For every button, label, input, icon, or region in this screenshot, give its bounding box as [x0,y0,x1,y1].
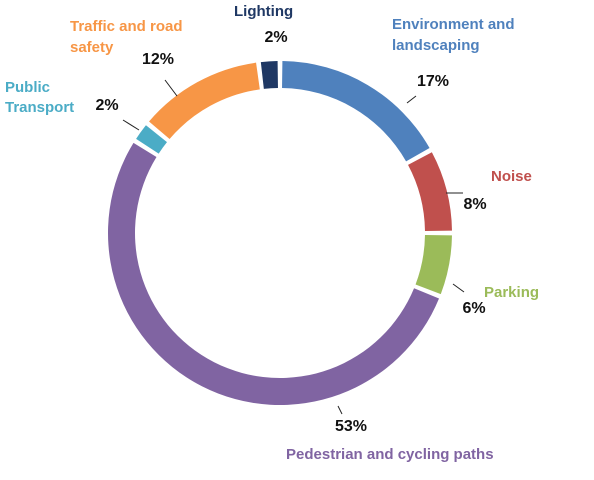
slice-parking [415,235,452,295]
slice-lighting [260,61,278,89]
leader-line [452,283,465,293]
slice-noise [408,152,452,231]
data-labels: Environment and landscaping 17% Noise 8% Park… [5,3,539,463]
slice-public-transport [136,125,167,154]
category-label: Noise [491,168,532,185]
slice-traffic-and-road-safety [149,62,260,140]
percent-label: 6% [462,300,485,317]
percent-label: 17% [417,73,449,90]
category-label: Parking [484,284,539,301]
slice-environment-and-landscaping [282,61,430,162]
percent-label: 8% [463,196,486,213]
donut-slices [107,61,452,406]
leader-line [406,95,417,104]
percent-label: 12% [142,51,174,68]
category-label: Public Transport [5,79,74,116]
percent-label: 2% [264,29,287,46]
leader-line [337,405,343,415]
slice-pedestrian-and-cycling-paths [107,142,440,406]
category-label: Lighting [234,3,293,20]
category-label: Traffic and road safety [70,18,183,56]
leader-lines [122,79,465,415]
percent-label: 53% [335,418,367,435]
category-label: Environment and landscaping [392,16,515,54]
leader-line [122,119,140,131]
leader-line [164,79,178,97]
percent-label: 2% [95,97,118,114]
category-label: Pedestrian and cycling paths [286,446,494,463]
